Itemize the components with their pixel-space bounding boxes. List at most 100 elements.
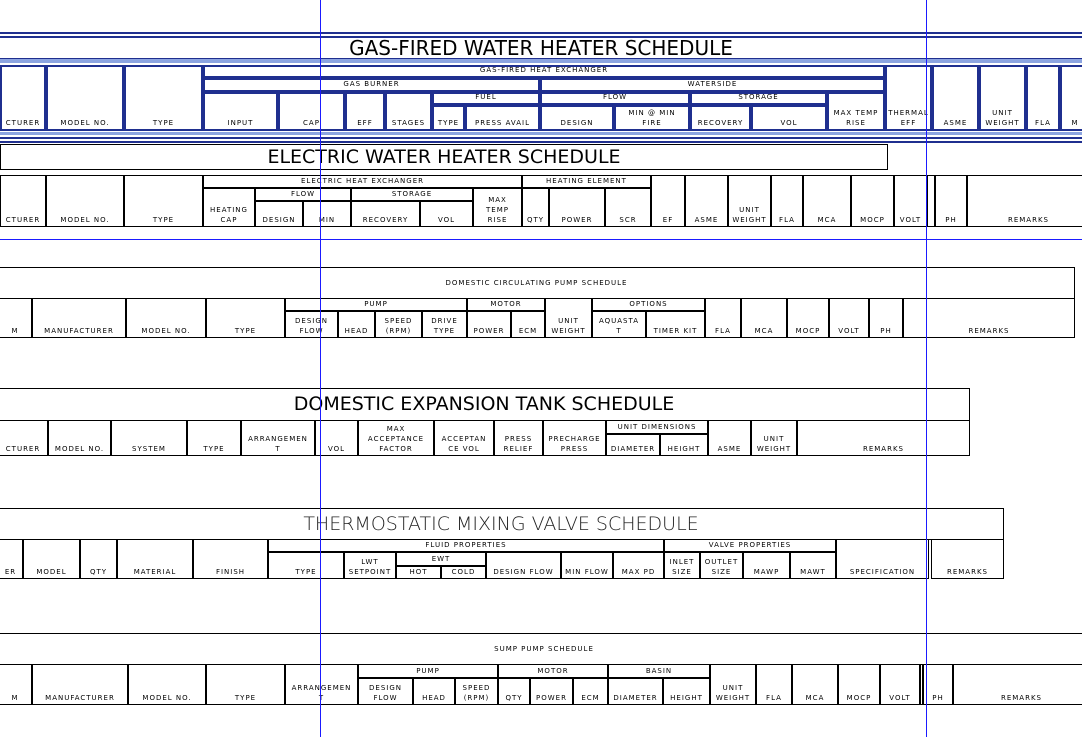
- column-header: UNIT WEIGHT: [979, 65, 1026, 131]
- column-header: MODEL NO.: [46, 175, 124, 227]
- column-header: DRIVE TYPE: [422, 311, 467, 338]
- column-header: VOLT: [829, 298, 869, 338]
- column-header: REMARKS: [953, 664, 1082, 705]
- column-header: [927, 175, 935, 227]
- column-header: SPECIFICATION: [836, 539, 929, 579]
- column-header: FUEL: [432, 92, 540, 105]
- column-header: POWER: [467, 311, 511, 338]
- column-header: MCA: [741, 298, 787, 338]
- column-header: OPTIONS: [592, 298, 705, 311]
- column-header: ARRANGEMEN T: [285, 664, 358, 705]
- column-header: VOLT: [894, 175, 927, 227]
- column-header: EWT: [396, 552, 486, 566]
- column-header: TYPE: [187, 420, 241, 456]
- column-header: INLET SIZE: [664, 552, 700, 579]
- column-header: CAP: [278, 92, 345, 131]
- column-header: MOTOR: [467, 298, 545, 311]
- column-header: MOCP: [838, 664, 880, 705]
- column-header: DESIGN FLOW: [285, 311, 338, 338]
- schedule-border-line: [0, 32, 1082, 34]
- column-header: VOL: [315, 420, 358, 456]
- column-header: POWER: [530, 678, 573, 705]
- column-header: TYPE: [124, 175, 203, 227]
- column-header: WATERSIDE: [540, 78, 885, 92]
- column-header: RECOVERY: [351, 201, 420, 227]
- column-header: SYSTEM: [111, 420, 187, 456]
- column-header: UNIT DIMENSIONS: [606, 420, 708, 434]
- column-header: VALVE PROPERTIES: [664, 539, 836, 552]
- column-header: HEAD: [413, 678, 455, 705]
- column-header: PUMP: [358, 664, 498, 678]
- column-header: DESIGN FLOW: [486, 552, 561, 579]
- column-header: MODEL NO.: [128, 664, 206, 705]
- column-header: MANUFACTURER: [32, 298, 126, 338]
- column-header: VOLT: [880, 664, 920, 705]
- column-header: VOL: [751, 105, 827, 131]
- column-header: ELECTRIC HEAT EXCHANGER: [203, 175, 522, 188]
- column-header: POWER: [549, 188, 605, 227]
- column-header: MODEL NO.: [48, 420, 111, 456]
- column-header: ASME: [708, 420, 751, 456]
- column-header: HEAD: [338, 311, 375, 338]
- column-header: STORAGE: [351, 188, 473, 201]
- schedule-title: ELECTRIC WATER HEATER SCHEDULE: [0, 144, 888, 170]
- column-header: PUMP: [285, 298, 467, 311]
- column-header: ECM: [573, 678, 608, 705]
- column-header: ARRANGEMEN T: [241, 420, 315, 456]
- column-header: FLUID PROPERTIES: [268, 539, 664, 552]
- column-header: STAGES: [385, 92, 432, 131]
- column-header: UNIT WEIGHT: [710, 664, 756, 705]
- schedule-border-line: [0, 141, 1082, 143]
- column-header: FLA: [771, 175, 803, 227]
- column-header: FLOW: [540, 92, 690, 105]
- column-header: EF: [651, 175, 685, 227]
- column-header: MODEL NO.: [46, 65, 124, 131]
- column-header: MAWT: [790, 552, 836, 579]
- selected-band: [0, 132, 1082, 135]
- column-header: FLA: [1026, 65, 1060, 131]
- column-header: PH: [869, 298, 903, 338]
- column-header: TYPE: [206, 664, 285, 705]
- guide-line-vertical[interactable]: [320, 0, 321, 737]
- column-header: ASME: [685, 175, 728, 227]
- column-header: HEIGHT: [663, 678, 710, 705]
- column-header: FLA: [756, 664, 792, 705]
- column-header: ASME: [932, 65, 979, 131]
- column-header: TYPE: [268, 552, 344, 579]
- column-header: MAX ACCEPTANCE FACTOR: [358, 420, 434, 456]
- column-header: MAX TEMP RISE: [473, 188, 522, 227]
- column-header: M: [0, 298, 32, 338]
- column-header: DESIGN: [540, 105, 614, 131]
- column-header: THERMAL EFF: [885, 65, 932, 131]
- column-header: EFF: [345, 92, 385, 131]
- column-header: MANUFACTURER: [32, 664, 128, 705]
- column-header: OUTLET SIZE: [700, 552, 743, 579]
- column-header: CTURER: [0, 175, 46, 227]
- column-header: RECOVERY: [690, 105, 751, 131]
- guide-line-vertical[interactable]: [926, 0, 927, 737]
- column-header: MOCP: [787, 298, 829, 338]
- column-header: HOT: [396, 566, 441, 579]
- column-header: QTY: [80, 539, 117, 579]
- column-header: MAX TEMP RISE: [827, 92, 885, 131]
- column-header: TYPE: [206, 298, 285, 338]
- column-header: DESIGN FLOW: [358, 678, 413, 705]
- column-header: CTURER: [0, 420, 48, 456]
- column-header: MIN @ MIN FIRE: [614, 105, 690, 131]
- column-header: REMARKS: [967, 175, 1082, 227]
- column-header: MATERIAL: [117, 539, 193, 579]
- column-header: DIAMETER: [608, 678, 663, 705]
- column-header: MIN FLOW: [561, 552, 613, 579]
- column-header: MIN: [303, 201, 351, 227]
- selected-band: [0, 59, 1082, 63]
- column-header: MODEL NO.: [126, 298, 206, 338]
- column-header: GAS BURNER: [203, 78, 540, 92]
- schedule-title: DOMESTIC CIRCULATING PUMP SCHEDULE: [0, 267, 1075, 299]
- column-header: AQUASTA T: [592, 311, 646, 338]
- column-header: INPUT: [203, 92, 278, 131]
- column-header: TYPE: [124, 65, 203, 131]
- column-header: PH: [923, 664, 953, 705]
- column-header: DIAMETER: [606, 434, 660, 456]
- column-header: HEIGHT: [660, 434, 708, 456]
- column-header: SPEED (RPM): [455, 678, 498, 705]
